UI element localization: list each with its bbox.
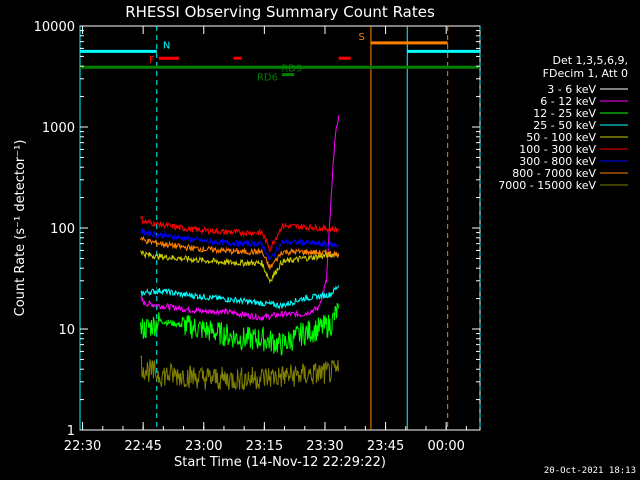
legend-label-5: 100 - 300 keV (519, 143, 596, 156)
y-tick-label-2: 100 (50, 222, 75, 237)
legend-header-1: FDecim 1, Att 0 (543, 67, 628, 80)
legend-label-3: 25 - 50 keV (533, 119, 596, 132)
y-tick-label-3: 1000 (42, 121, 75, 136)
x-tick-label-3: 23:15 (246, 439, 283, 454)
x-tick-label-2: 23:00 (185, 439, 222, 454)
flag-label-s: S (358, 32, 364, 43)
series-line-5 (140, 215, 339, 253)
flag-label-rd9: RD9 (281, 63, 302, 74)
flag-label-rd6: RD6 (257, 73, 278, 84)
series-line-6 (140, 227, 339, 261)
x-tick-label-5: 23:45 (367, 439, 404, 454)
x-axis-title: Start Time (14-Nov-12 22:29:22) (174, 455, 386, 470)
series-line-8 (140, 355, 340, 391)
legend-header-0: Det 1,3,5,6,9, (552, 54, 628, 67)
y-axis-title: Count Rate (s⁻¹ detector⁻¹) (13, 140, 28, 317)
series-line-0 (140, 134, 340, 397)
generation-timestamp: 20-Oct-2021 18:13 (543, 466, 636, 476)
series-line-4 (140, 250, 340, 284)
series-line-3 (140, 285, 340, 310)
flag-label-n: N (163, 40, 170, 51)
legend-label-0: 3 - 6 keV (547, 83, 596, 96)
series-line-7 (140, 235, 340, 271)
y-tick-label-4: 10000 (34, 20, 75, 35)
x-tick-label-6: 00:00 (427, 439, 464, 454)
x-tick-label-0: 22:30 (64, 439, 101, 454)
legend-label-2: 12 - 25 keV (533, 107, 596, 120)
flag-label-f: F (149, 55, 155, 66)
x-tick-label-1: 22:45 (124, 439, 161, 454)
chart-title: RHESSI Observing Summary Count Rates (125, 3, 435, 21)
plot-frame (79, 25, 481, 431)
legend-label-8: 7000 - 15000 keV (498, 179, 596, 192)
y-tick-label-1: 10 (58, 323, 75, 338)
series-line-2 (140, 302, 340, 356)
legend-label-1: 6 - 12 keV (540, 95, 596, 108)
legend-label-7: 800 - 7000 keV (512, 167, 596, 180)
x-tick-label-4: 23:30 (306, 439, 343, 454)
legend-label-6: 300 - 800 keV (519, 155, 596, 168)
legend-label-4: 50 - 100 keV (526, 131, 596, 144)
series-line-1 (140, 115, 340, 322)
y-tick-label-0: 1 (67, 424, 75, 439)
